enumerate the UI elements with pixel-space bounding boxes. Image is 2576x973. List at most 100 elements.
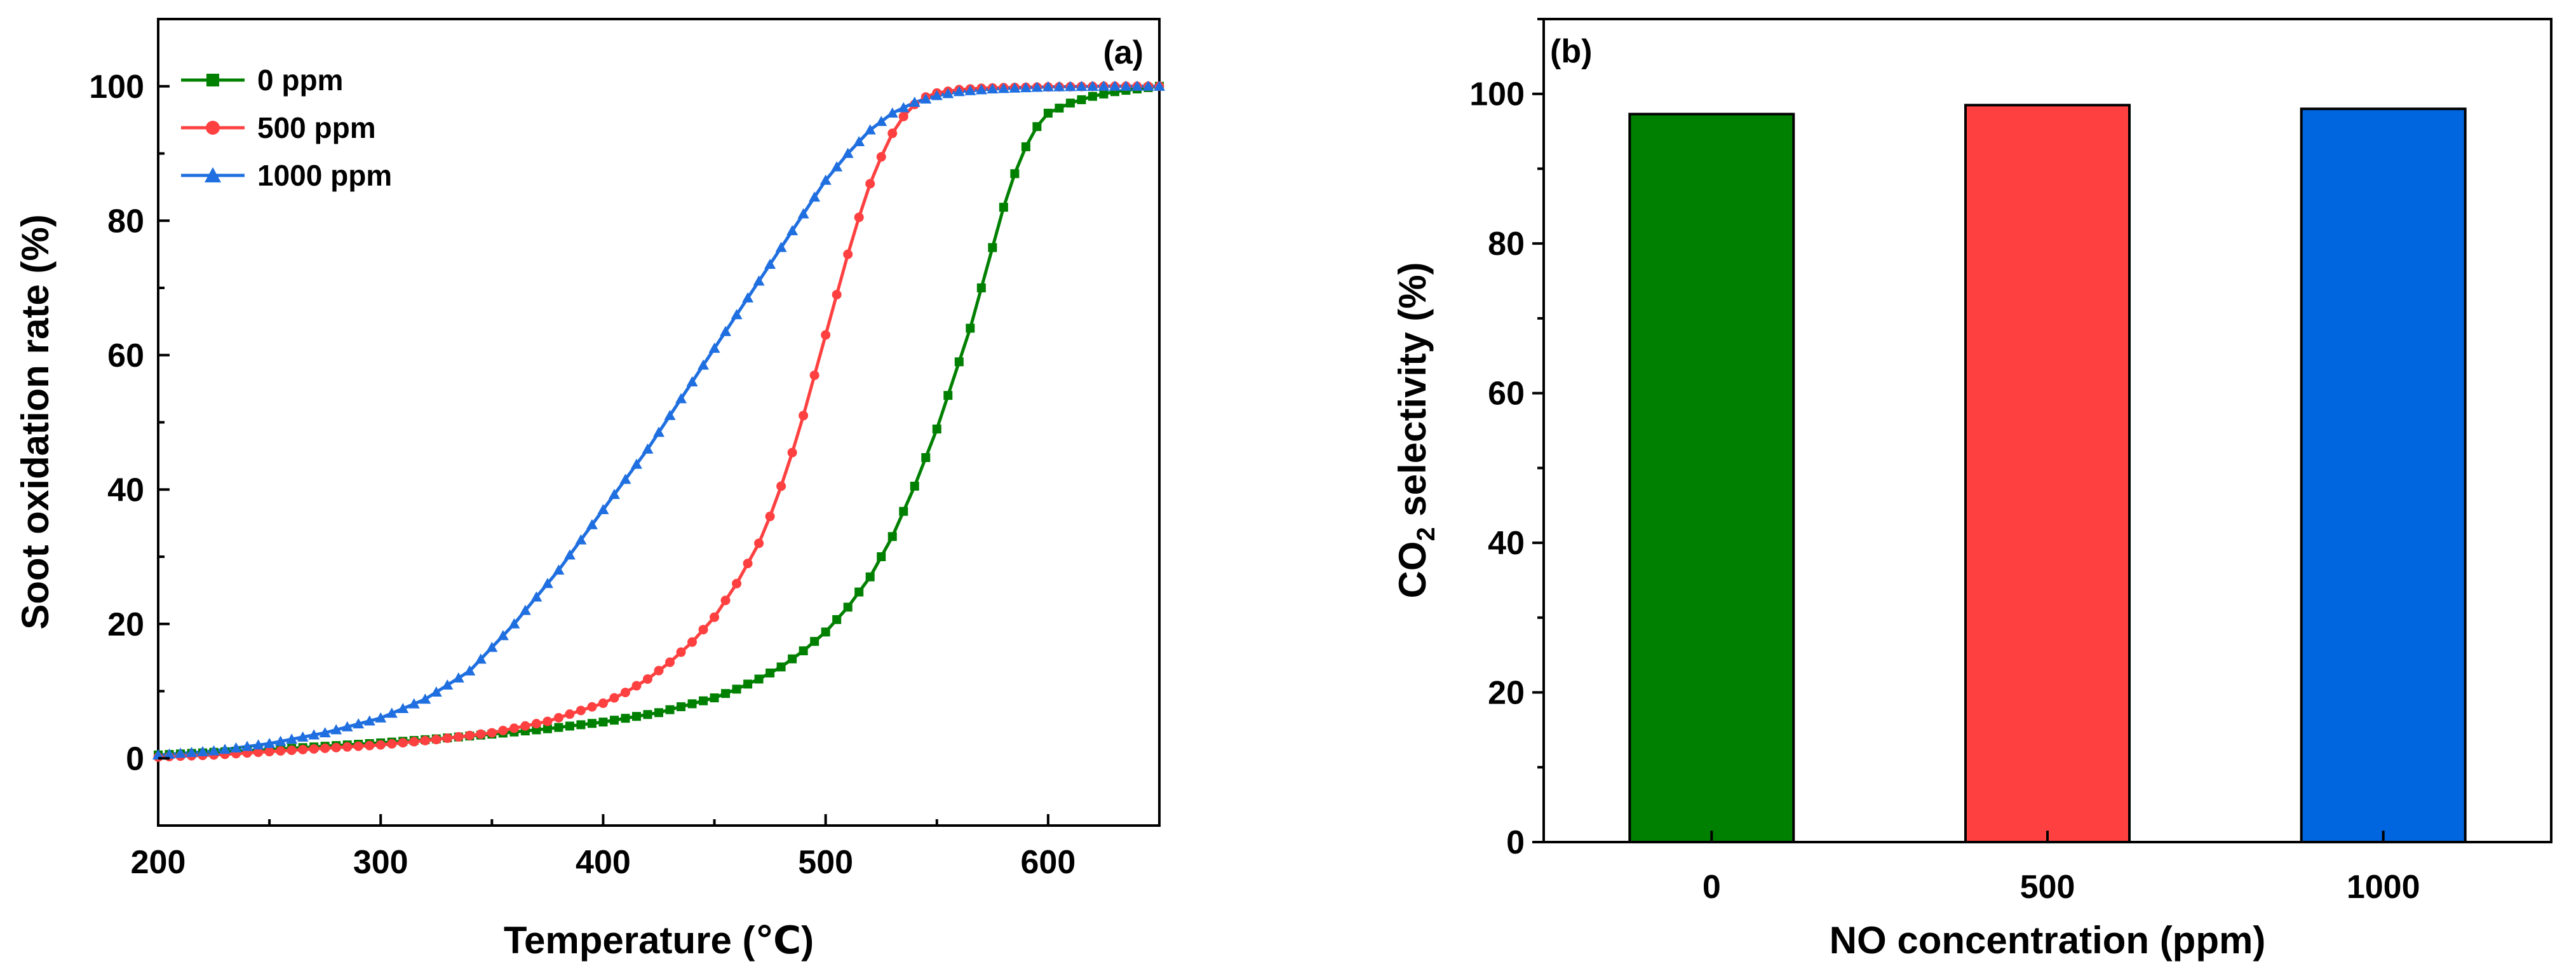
a-x-tick-label: 200 — [131, 844, 186, 881]
marker-0ppm — [1021, 142, 1030, 151]
marker-0ppm — [543, 724, 552, 733]
marker-1000ppm — [997, 83, 1009, 93]
marker-1000ppm — [698, 359, 710, 370]
marker-1000ppm — [664, 409, 676, 420]
marker-1000ppm — [630, 458, 642, 469]
marker-1000ppm — [975, 84, 987, 95]
marker-0ppm — [643, 710, 652, 719]
marker-500ppm — [776, 481, 786, 491]
marker-0ppm — [976, 283, 986, 292]
marker-1000ppm — [1064, 81, 1076, 92]
b-y-tick-label: 100 — [1469, 76, 1525, 113]
marker-1000ppm — [442, 679, 454, 690]
marker-0ppm — [954, 357, 964, 367]
panel-a-y-ticks: 0 20 40 60 80 100 — [89, 18, 170, 827]
marker-0ppm — [1099, 89, 1109, 99]
marker-500ppm — [732, 578, 742, 589]
marker-500ppm — [809, 370, 819, 380]
marker-1000ppm — [831, 161, 843, 172]
marker-500ppm — [420, 735, 430, 745]
marker-1000ppm — [864, 124, 876, 135]
marker-1000ppm — [219, 744, 231, 754]
marker-500ppm — [799, 411, 809, 421]
y-label-subscript-2: 2 — [1412, 527, 1440, 541]
marker-1000ppm — [1142, 80, 1154, 91]
marker-500ppm — [843, 249, 853, 259]
marker-1000ppm — [597, 503, 609, 514]
marker-1000ppm — [519, 604, 531, 615]
marker-500ppm — [754, 538, 764, 548]
b-y-tick-label: 40 — [1488, 525, 1525, 562]
marker-0ppm — [877, 552, 886, 561]
marker-0ppm — [832, 615, 842, 624]
marker-0ppm — [810, 637, 819, 646]
panel-b-y-axis-label: CO2 selectivity (%) — [1391, 262, 1440, 598]
y-label-rest: selectivity (%) — [1391, 262, 1434, 527]
marker-500ppm — [342, 742, 353, 752]
marker-0ppm — [943, 391, 953, 400]
marker-500ppm — [676, 647, 686, 657]
b-y-tick-label: 80 — [1488, 226, 1525, 262]
b-x-tick-label: 0 — [1703, 869, 1721, 906]
marker-500ppm — [598, 698, 608, 709]
marker-0ppm — [721, 689, 731, 698]
panel-a-x-ticks: 200 300 400 500 600 — [131, 814, 1076, 881]
b-x-tick-label: 500 — [2020, 869, 2075, 906]
marker-1000ppm — [508, 618, 520, 629]
marker-500ppm — [631, 681, 642, 691]
marker-500ppm — [331, 742, 341, 752]
marker-0ppm — [932, 425, 941, 434]
b-y-tick-label: 20 — [1488, 675, 1525, 712]
marker-0ppm — [910, 481, 919, 491]
legend-item-1000ppm: 1000 ppm — [181, 159, 392, 192]
marker-1000ppm — [908, 97, 920, 107]
marker-1000ppm — [575, 534, 587, 545]
marker-500ppm — [442, 733, 452, 744]
marker-0ppm — [1043, 109, 1053, 118]
marker-0ppm — [988, 243, 997, 252]
marker-500ppm — [375, 740, 386, 750]
marker-0ppm — [765, 668, 775, 677]
marker-1000ppm — [1109, 80, 1121, 91]
a-y-tick-label: 0 — [126, 740, 144, 777]
marker-0ppm — [1077, 95, 1086, 104]
marker-500ppm — [464, 730, 475, 740]
marker-1000ppm — [330, 724, 342, 735]
marker-0ppm — [999, 203, 1008, 212]
panel-b-bars — [1628, 104, 2467, 844]
marker-1000ppm — [742, 292, 754, 303]
marker-1000ppm — [274, 735, 287, 746]
marker-500ppm — [365, 740, 375, 751]
marker-500ppm — [609, 693, 619, 703]
legend-label-0ppm: 0 ppm — [257, 64, 343, 97]
panel-b-y-ticks: 0 20 40 60 80 100 — [1469, 18, 1544, 861]
marker-1000ppm — [853, 135, 865, 146]
a-y-tick-label: 80 — [107, 203, 144, 240]
marker-500ppm — [898, 111, 908, 121]
b-y-tick-label: 60 — [1488, 376, 1525, 412]
marker-1000ppm — [152, 749, 164, 759]
marker-500ppm — [298, 745, 308, 755]
marker-0ppm — [609, 716, 619, 725]
marker-1000ppm — [753, 275, 765, 286]
marker-1000ppm — [886, 107, 898, 118]
marker-1000ppm — [563, 549, 576, 560]
marker-500ppm — [253, 747, 264, 758]
marker-1000ppm — [797, 208, 809, 219]
marker-1000ppm — [920, 93, 932, 104]
bar-0 — [1628, 112, 1795, 843]
marker-1000ppm — [586, 519, 598, 529]
marker-500ppm — [409, 737, 419, 747]
marker-0ppm — [821, 627, 830, 637]
marker-0ppm — [788, 654, 797, 663]
marker-1000ppm — [1053, 81, 1065, 92]
marker-1000ppm — [953, 86, 965, 97]
marker-500ppm — [765, 512, 775, 522]
marker-1000ppm — [397, 702, 409, 713]
marker-0ppm — [699, 696, 708, 705]
panel-b-bar-chart: 0 500 1000 0 20 40 60 80 100 (b) NO concentrati… — [1391, 18, 2552, 962]
marker-0ppm — [966, 323, 975, 333]
marker-500ppm — [398, 738, 408, 748]
panel-a-legend: 0 ppm 500 ppm 1000 ppm — [181, 64, 392, 192]
marker-1000ppm — [898, 102, 910, 112]
